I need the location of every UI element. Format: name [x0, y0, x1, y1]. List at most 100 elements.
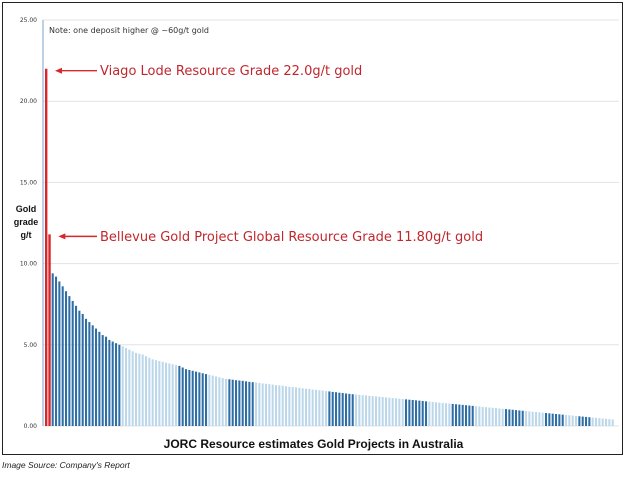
bar — [478, 406, 481, 426]
bar — [495, 408, 498, 426]
bar — [185, 369, 188, 426]
bar — [368, 395, 371, 426]
bar — [418, 400, 421, 426]
bar — [515, 410, 518, 426]
gold-grade-chart: 0.00 5.00 10.00 15.00 20.00 25.00 Note: one d… — [20, 17, 619, 430]
bar — [431, 401, 434, 426]
annotation-label: Viago Lode Resource Grade 22.0g/t gold — [100, 64, 362, 79]
bar — [348, 393, 351, 426]
bar — [371, 396, 374, 426]
y-axis-label-line-3: g/t — [20, 230, 32, 240]
bar — [171, 364, 174, 426]
bar — [415, 400, 418, 426]
bar — [281, 385, 284, 426]
bar — [108, 339, 111, 426]
bar — [601, 418, 604, 426]
bar — [375, 396, 378, 426]
bar — [451, 403, 454, 426]
bar — [65, 291, 68, 426]
bar — [85, 318, 88, 426]
bar — [188, 369, 191, 426]
bar — [78, 310, 81, 426]
bar — [81, 313, 84, 426]
bar — [408, 399, 411, 426]
bar — [251, 382, 254, 426]
bar — [198, 372, 201, 426]
highlight-bar — [45, 68, 48, 426]
bar — [598, 418, 601, 426]
bar — [341, 393, 344, 426]
bar — [321, 390, 324, 426]
bar — [328, 391, 331, 426]
bar — [358, 394, 361, 426]
bar — [58, 281, 61, 426]
bar — [225, 378, 228, 426]
bar — [235, 380, 238, 426]
bar — [528, 411, 531, 426]
bar — [335, 392, 338, 426]
bar — [278, 385, 281, 426]
bar — [405, 399, 408, 426]
bar — [95, 328, 98, 426]
bar — [295, 387, 298, 426]
bar — [575, 415, 578, 426]
bar — [115, 343, 118, 426]
y-tick-label: 10.00 — [20, 261, 37, 268]
bar — [195, 371, 198, 426]
bar — [325, 391, 328, 426]
bar — [505, 409, 508, 426]
y-axis-label: Gold grade g/t — [9, 203, 43, 242]
bar — [331, 391, 334, 426]
bar — [181, 367, 184, 426]
y-tick-label: 0.00 — [24, 423, 38, 430]
bar — [125, 348, 128, 426]
bar — [608, 419, 611, 426]
bar — [351, 394, 354, 426]
bar — [238, 380, 241, 426]
bar — [465, 405, 468, 426]
y-tick-label: 5.00 — [24, 342, 38, 349]
bar — [201, 373, 204, 426]
bar — [298, 387, 301, 426]
bar — [215, 376, 218, 426]
bar — [535, 412, 538, 426]
bar — [285, 386, 288, 426]
bar — [121, 346, 124, 426]
bar — [381, 397, 384, 426]
bar — [438, 402, 441, 426]
bar — [151, 359, 154, 426]
bar — [525, 411, 528, 426]
chart-note: Note: one deposit higher @ ~60g/t gold — [49, 26, 209, 35]
bar — [548, 413, 551, 426]
bar — [491, 407, 494, 426]
bar — [595, 417, 598, 426]
bar — [218, 377, 221, 426]
bar — [455, 404, 458, 426]
bar — [291, 387, 294, 426]
bar — [485, 407, 488, 426]
bar — [555, 413, 558, 426]
bar — [91, 325, 94, 426]
bar — [471, 405, 474, 426]
bar — [191, 370, 194, 426]
bar — [211, 375, 214, 426]
y-tick-label: 15.00 — [20, 179, 37, 186]
y-axis-label-line-1: Gold — [15, 204, 37, 214]
bar — [128, 349, 131, 426]
bar — [305, 388, 308, 426]
bar — [441, 402, 444, 426]
bar — [271, 384, 274, 426]
bar — [208, 374, 211, 426]
bar — [538, 412, 541, 426]
bar — [588, 417, 591, 426]
bar — [55, 276, 58, 426]
bar — [435, 402, 438, 426]
y-tick-label: 20.00 — [20, 98, 37, 105]
bar — [398, 398, 401, 426]
bar — [308, 388, 311, 426]
bar — [318, 390, 321, 426]
bar — [88, 322, 91, 426]
bar — [345, 393, 348, 426]
bar — [105, 336, 108, 426]
chart-frame: 0.00 5.00 10.00 15.00 20.00 25.00 Note: one d… — [2, 2, 623, 455]
